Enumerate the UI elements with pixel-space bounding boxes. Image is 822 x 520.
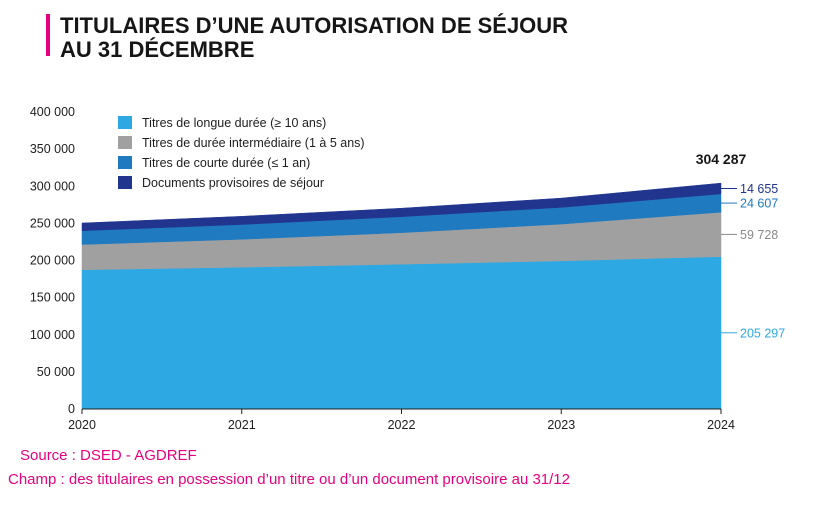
scope-note: Champ : des titulaires en possession d’u… <box>8 471 570 488</box>
y-tick-label: 400 000 <box>30 105 75 119</box>
y-tick-label: 100 000 <box>30 328 75 342</box>
end-label-inter: 59 728 <box>740 228 778 242</box>
total-label: 304 287 <box>696 151 747 167</box>
y-tick-label: 0 <box>68 402 75 416</box>
end-label-short: 24 607 <box>740 197 778 211</box>
y-tick-label: 150 000 <box>30 291 75 305</box>
legend-label-short: Titres de courte durée (≤ 1 an) <box>142 156 310 170</box>
end-label-prov: 14 655 <box>740 182 778 196</box>
x-tick-label: 2020 <box>68 418 96 432</box>
area-long <box>81 256 722 410</box>
legend-label-prov: Documents provisoires de séjour <box>142 176 324 190</box>
y-tick-label: 50 000 <box>37 365 75 379</box>
x-tick-label: 2024 <box>707 418 735 432</box>
legend-swatch-prov <box>118 176 132 189</box>
legend-label-long: Titres de longue durée (≥ 10 ans) <box>142 116 326 130</box>
legend-swatch-long <box>118 116 132 129</box>
legend: Titres de longue durée (≥ 10 ans) Titres … <box>118 116 365 190</box>
stacked-area-chart: 2020 2021 2022 2023 2024 0 50 000 100 000 150 00… <box>30 105 786 432</box>
source-note: Source : DSED - AGDREF <box>20 447 197 464</box>
y-tick-label: 250 000 <box>30 216 75 230</box>
axes: 2020 2021 2022 2023 2024 0 50 000 100 000 150 00… <box>30 105 735 432</box>
y-tick-label: 200 000 <box>30 254 75 268</box>
end-label-long: 205 297 <box>740 326 785 340</box>
x-tick-label: 2022 <box>388 418 416 432</box>
y-tick-label: 350 000 <box>30 142 75 156</box>
x-tick-label: 2021 <box>228 418 256 432</box>
y-tick-label: 300 000 <box>30 179 75 193</box>
chart-title: TITULAIRES D’UNE AUTORISATION DE SÉJOUR … <box>60 14 760 62</box>
legend-label-inter: Titres de durée intermédiaire (1 à 5 ans… <box>142 136 365 150</box>
area-layers <box>81 182 722 410</box>
area-prov <box>81 182 722 232</box>
x-tick-label: 2023 <box>547 418 575 432</box>
legend-swatch-short <box>118 156 132 169</box>
chart-title-line-1: TITULAIRES D’UNE AUTORISATION DE SÉJOUR <box>60 13 569 38</box>
legend-swatch-inter <box>118 136 132 149</box>
chart-title-line-2: AU 31 DÉCEMBRE <box>60 37 255 62</box>
title-accent-bar <box>46 14 50 56</box>
